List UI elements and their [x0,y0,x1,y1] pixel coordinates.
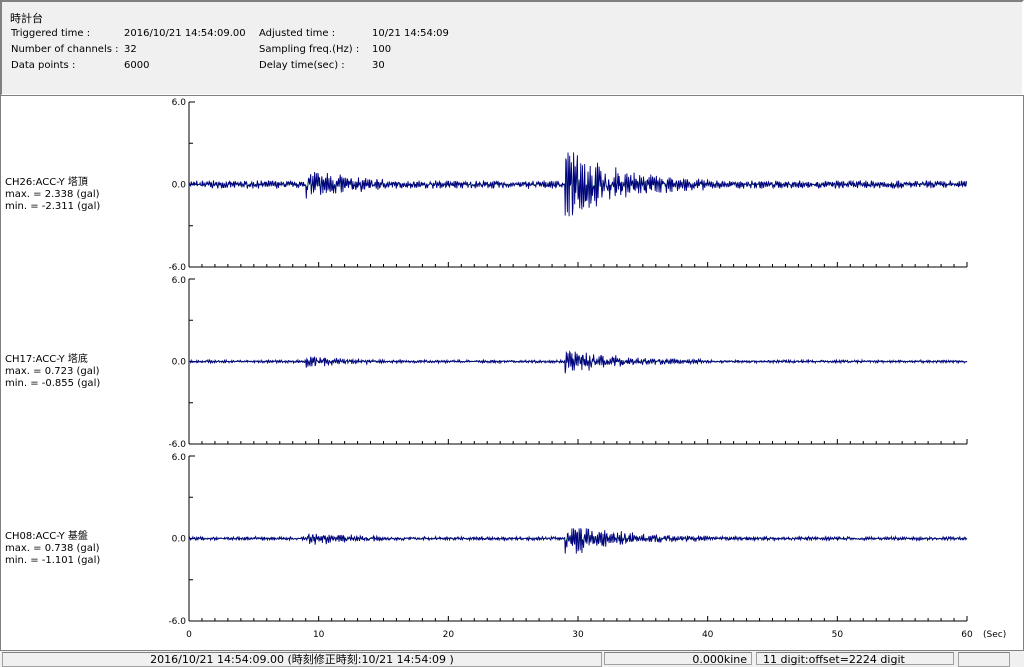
x-tick-label: 10 [313,630,325,640]
channel-label: CH26:ACC-Y 塔頂 max. = 2.338 (gal) min. = -2… [5,177,100,213]
y-tick-label: 6.0 [172,276,187,286]
triggered-value: 2016/10/21 14:54:09.00 [124,28,246,39]
adjusted-label: Adjusted time : [259,28,336,39]
status-bar: 2016/10/21 14:54:09.00 (時刻修正時刻:10/21 14:… [0,652,1024,667]
delay-label: Delay time(sec) : [259,60,345,71]
waveform-trace [188,152,967,217]
sampling-label: Sampling freq.(Hz) : [259,44,360,55]
y-tick-label: 0.0 [172,358,187,368]
channel-min: min. = -1.101 (gal) [5,554,101,566]
y-tick-label: -6.0 [168,440,186,450]
channels-label: Number of channels : [11,44,119,55]
y-tick-label: -6.0 [168,263,186,273]
channel-name: CH08:ACC-Y 基盤 [5,530,88,542]
points-value: 6000 [124,60,150,71]
triggered-label: Triggered time : [11,28,91,39]
channels-value: 32 [124,44,137,55]
y-tick-label: 6.0 [172,453,187,463]
status-kine: 0.000kine [604,652,752,666]
x-tick-label: 50 [832,630,844,640]
waveform-trace [188,349,968,374]
x-tick-label: 40 [702,630,714,640]
waveform-chart: 6.00.0-6.06.00.0-6.06.00.0-6.00 10 20 30 40 5… [168,98,1006,640]
channel-name: CH26:ACC-Y 塔頂 [5,176,88,188]
points-label: Data points : [11,60,76,71]
sampling-value: 100 [372,44,392,55]
channel-label: CH08:ACC-Y 基盤 max. = 0.738 (gal) min. = -1… [5,531,100,567]
x-axis-label: (Sec) [983,630,1006,640]
site-title: 時計台 [10,12,43,25]
y-tick-label: 6.0 [172,98,187,108]
y-tick-label: 0.0 [172,535,187,545]
channel-min: min. = -2.311 (gal) [5,200,101,212]
y-tick-label: 0.0 [172,181,187,191]
channel-label: CH17:ACC-Y 塔底 max. = 0.723 (gal) min. = -0… [5,354,100,390]
channel-min: min. = -0.855 (gal) [5,377,101,389]
status-digit: 11 digit:offset=2224 digit [756,652,954,666]
x-tick-label: 0 [186,630,192,640]
waveform-plot-area: 6.0 0.0 -6.0 6.0 0.0 -6.0 6.0 0.0 -6.0 0 10 20 30 40 5… [0,95,1024,651]
channel-max: max. = 2.338 (gal) [5,188,100,200]
channel-max: max. = 0.723 (gal) [5,365,100,377]
adjusted-value: 10/21 14:54:09 [372,28,449,39]
channel-max: max. = 0.738 (gal) [5,542,100,554]
status-empty [958,652,1010,667]
x-tick-label: 30 [572,630,584,640]
x-tick-label: 60 [961,630,973,640]
header-panel: 時計台 Triggered time : 2016/10/21 14:54:09… [0,0,1024,96]
waveform-trace [188,528,968,554]
x-tick-label: 20 [443,630,455,640]
channel-name: CH17:ACC-Y 塔底 [5,353,88,365]
status-time: 2016/10/21 14:54:09.00 (時刻修正時刻:10/21 14:… [2,652,602,667]
y-tick-label: -6.0 [168,617,186,627]
delay-value: 30 [372,60,385,71]
